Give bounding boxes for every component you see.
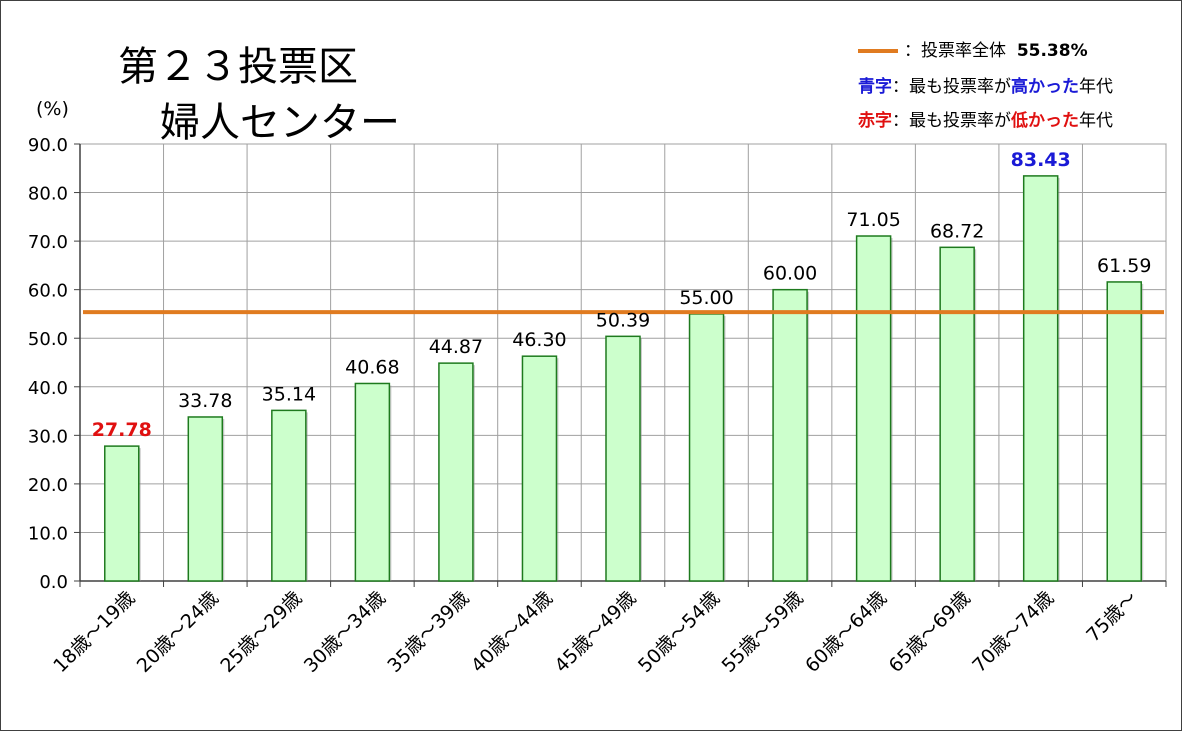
y-tick-label: 50.0: [28, 329, 68, 350]
bar: [605, 335, 641, 582]
data-label: 61.59: [1097, 255, 1151, 277]
data-label: 44.87: [429, 336, 483, 358]
bar: [438, 362, 474, 582]
x-tick-label: 65歳～69歳: [885, 587, 975, 677]
legend-high-text-a: ：最も投票率が: [892, 77, 1011, 97]
x-tick-label: 20歳～24歳: [133, 587, 223, 677]
data-label: 50.39: [596, 309, 650, 331]
x-tick-label: 30歳～34歳: [300, 587, 390, 677]
data-label: 46.30: [512, 329, 566, 351]
bar: [772, 288, 808, 582]
legend-high-key: 青字: [858, 77, 892, 97]
y-tick-label: 40.0: [28, 378, 68, 399]
y-tick-label: 70.0: [28, 232, 68, 253]
data-label: 40.68: [345, 356, 399, 378]
y-tick-label: 10.0: [28, 523, 68, 544]
legend-overall: ：投票率全体 55.38%: [858, 36, 1088, 61]
bar: [271, 409, 307, 582]
bar: [688, 313, 725, 582]
legend-high-text-b: 年代: [1079, 77, 1113, 97]
y-tick-label: 0.0: [39, 572, 68, 593]
data-label: 35.14: [262, 383, 316, 405]
legend-overall-value: 55.38%: [1016, 41, 1088, 61]
y-tick-label: 90.0: [28, 135, 68, 156]
data-label: 55.00: [679, 287, 733, 309]
bar: [187, 416, 224, 582]
x-tick-label: 75歳～: [1082, 587, 1142, 647]
legend-low-text-b: 年代: [1079, 111, 1113, 131]
x-tick-label: 45歳～49歳: [550, 587, 640, 677]
x-tick-label: 50歳～54歳: [634, 587, 724, 677]
x-tick-label: 25歳～29歳: [216, 587, 306, 677]
legend-high: 青字：最も投票率が高かった年代: [858, 72, 1113, 97]
data-label: 60.00: [763, 263, 817, 285]
y-tick-label: 60.0: [28, 281, 68, 302]
legend-low-text-a: ：最も投票率が: [892, 111, 1011, 131]
bar: [521, 355, 558, 582]
legend-overall-label: ：投票率全体: [904, 41, 1006, 61]
bar: [939, 246, 975, 582]
bar: [1106, 281, 1142, 582]
chart-title-line1: 第２３投票区: [118, 44, 358, 90]
y-tick-label: 30.0: [28, 426, 68, 447]
bar: [855, 235, 892, 582]
legend-average-line-swatch: [858, 49, 898, 53]
chart-title-line2: 婦人センター: [160, 100, 400, 146]
legend-low-key: 赤字: [858, 111, 892, 131]
y-tick-label: 80.0: [28, 184, 68, 205]
data-label: 68.72: [930, 220, 984, 242]
data-label: 71.05: [846, 209, 900, 231]
bar: [104, 445, 140, 582]
x-tick-label: 55歳～59歳: [718, 587, 808, 677]
data-label: 33.78: [178, 390, 232, 412]
x-tick-label: 35歳～39歳: [383, 587, 473, 677]
legend-high-emph: 高かった: [1011, 77, 1079, 97]
legend-low: 赤字：最も投票率が低かった年代: [858, 106, 1113, 131]
legend-low-emph: 低かった: [1011, 111, 1079, 131]
bar: [354, 382, 391, 582]
data-label: 27.78: [92, 419, 152, 441]
x-tick-label: 70歳～74歳: [968, 587, 1058, 677]
y-axis-label: (%): [36, 98, 69, 120]
x-tick-label: 18歳～19歳: [49, 587, 139, 677]
y-tick-label: 20.0: [28, 475, 68, 496]
x-tick-label: 60歳～64歳: [801, 587, 891, 677]
data-label: 83.43: [1011, 149, 1071, 171]
bar: [1022, 175, 1059, 582]
x-tick-label: 40歳～44歳: [467, 587, 557, 677]
